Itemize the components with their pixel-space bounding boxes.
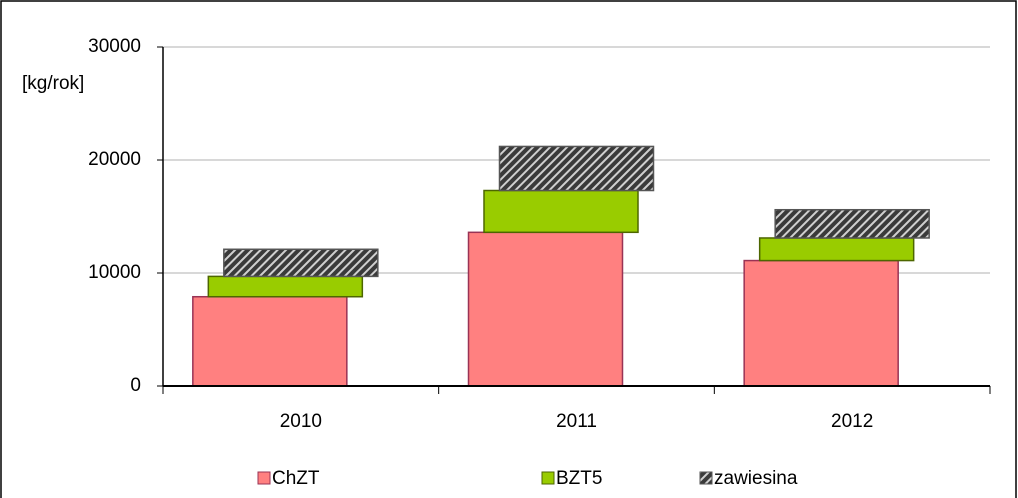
- bar-segment: [774, 208, 930, 239]
- legend-label: BZT5: [556, 468, 602, 489]
- bar-segment: [207, 275, 364, 298]
- bar-segment: [498, 145, 655, 192]
- legend-swatch: [699, 471, 713, 485]
- legend-swatch: [541, 471, 555, 485]
- legend-label: ChZT: [272, 468, 320, 489]
- bar-segment: [483, 189, 639, 234]
- bar-segment: [467, 231, 624, 387]
- bar-segment: [192, 295, 348, 387]
- legend-label: zawiesina: [714, 468, 798, 489]
- x-tick-label: 2010: [280, 411, 322, 432]
- y-tick-label: 30000: [88, 36, 141, 57]
- bar-segment: [223, 248, 379, 278]
- y-tick-label: 0: [130, 375, 141, 396]
- x-tick-label: 2012: [831, 411, 873, 432]
- y-tick-label: 20000: [88, 149, 141, 170]
- bar-segment: [758, 237, 915, 262]
- x-tick-label: 2011: [556, 411, 597, 432]
- y-tick-label: 10000: [88, 262, 141, 283]
- bar-segment: [743, 259, 899, 387]
- legend-swatch: [257, 471, 271, 485]
- y-axis-label: [kg/rok]: [22, 73, 84, 94]
